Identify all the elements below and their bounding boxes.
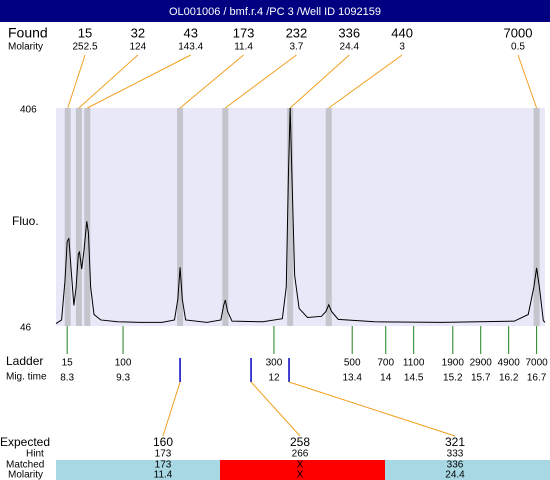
ladder-time: 16.2 [499, 373, 519, 384]
found-molarity: 252.5 [72, 42, 97, 53]
found-size: 336 [338, 25, 360, 40]
molarity-value: 11.4 [154, 470, 173, 480]
result-cell [385, 460, 550, 480]
expected-size: 258 [290, 435, 310, 449]
hint-value: 266 [292, 449, 309, 460]
expected-size: 160 [153, 435, 173, 449]
title: OL001006 / bmf.r.4 /PC 3 /Well ID 109215… [169, 6, 381, 18]
result-cell [56, 460, 220, 480]
expected-size: 321 [445, 435, 465, 449]
ladder-size: 500 [344, 358, 361, 369]
found-band [222, 108, 229, 326]
found-band [325, 108, 332, 326]
expected-connector [288, 381, 456, 437]
matched-value: 173 [155, 460, 172, 471]
found-size: 232 [286, 25, 308, 40]
ladder-time: 14.5 [404, 373, 424, 384]
ladder-time: 14 [380, 373, 392, 384]
hint-value: 173 [155, 449, 172, 460]
title-bar [0, 0, 550, 22]
found-connector [289, 54, 350, 109]
found-size: 173 [233, 25, 255, 40]
found-size: 32 [131, 25, 145, 40]
found-connector [517, 54, 538, 109]
found-connector [225, 54, 297, 109]
ladder-size: 1100 [403, 358, 425, 369]
found-band [533, 108, 540, 326]
molarity-row-label: Molarity [8, 470, 43, 480]
ladder-size: 700 [377, 358, 394, 369]
ladder-size: 2900 [470, 358, 493, 369]
ladder-size: 15 [62, 358, 74, 369]
mig-time-label: Mig. time [6, 372, 47, 383]
y-tick-label: 406 [20, 105, 37, 116]
molarity-value: X [297, 470, 304, 480]
ladder-time: 8.3 [60, 373, 74, 384]
expected-connector [162, 381, 181, 437]
ladder-time: 15.7 [471, 373, 491, 384]
found-molarity: 11.4 [234, 42, 253, 53]
found-band [287, 108, 294, 326]
result-cell [220, 460, 385, 480]
found-band [64, 108, 71, 326]
hint-value: 333 [447, 449, 464, 460]
found-molarity: 124 [130, 42, 147, 53]
found-size: 43 [183, 25, 197, 40]
found-band [84, 108, 91, 326]
found-connector [67, 54, 86, 109]
ladder-size: 1900 [442, 358, 465, 369]
expected-connector [250, 381, 301, 437]
found-connector [179, 54, 244, 109]
found-band [177, 108, 184, 326]
ladder-time: 12 [268, 373, 280, 384]
ladder-size: 100 [115, 358, 132, 369]
found-molarity: 3.7 [289, 42, 303, 53]
y-axis-label: Fluo. [12, 214, 39, 228]
found-size: 7000 [504, 25, 533, 40]
found-size: 15 [78, 25, 92, 40]
molarity-label: Molarity [8, 42, 43, 53]
expected-label: Expected [0, 435, 50, 449]
ladder-time: 13.4 [342, 373, 362, 384]
ladder-size: 4900 [498, 358, 521, 369]
found-molarity: 24.4 [340, 42, 360, 53]
ladder-time: 15.2 [443, 373, 463, 384]
found-molarity: 3 [399, 42, 405, 53]
found-connector [87, 54, 191, 109]
found-connector [328, 54, 403, 109]
found-molarity: 0.5 [511, 42, 525, 53]
ladder-size: 300 [266, 358, 283, 369]
ladder-label: Ladder [6, 354, 43, 368]
matched-value: X [297, 460, 304, 471]
ladder-size: 7000 [525, 358, 548, 369]
found-band [75, 108, 82, 326]
ladder-time: 9.3 [116, 373, 130, 384]
found-label: Found [8, 25, 48, 41]
found-molarity: 143.4 [178, 42, 203, 53]
y-tick-label: 46 [20, 323, 32, 334]
hint-label: Hint [26, 449, 44, 460]
found-size: 440 [391, 25, 413, 40]
molarity-value: 24.4 [445, 470, 465, 480]
trace [55, 107, 546, 324]
found-connector [78, 54, 139, 109]
plot-area [56, 108, 545, 326]
ladder-time: 16.7 [527, 373, 547, 384]
matched-value: 336 [447, 460, 464, 471]
matched-label: Matched [6, 460, 44, 471]
